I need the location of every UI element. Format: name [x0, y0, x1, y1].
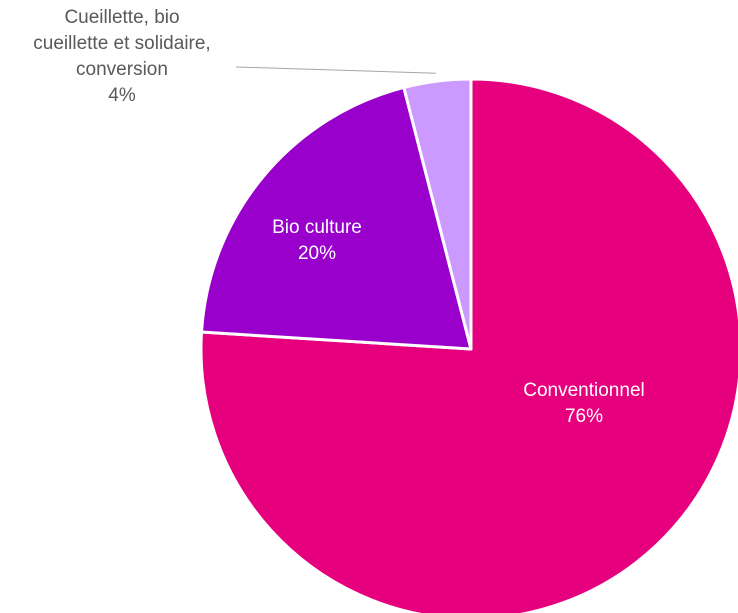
data-label-category: Cueillette, bio: [64, 7, 179, 28]
data-label-category: Bio culture: [272, 217, 362, 238]
data-label-percent: 76%: [565, 406, 603, 427]
pie-slices: [199, 77, 738, 613]
slice-cueillette: [402, 77, 473, 351]
data-label-category: cueillette et solidaire,: [33, 33, 210, 54]
slice-bio-culture: [200, 85, 473, 351]
data-label-percent: 20%: [298, 243, 336, 264]
data-label-percent: 4%: [108, 85, 136, 106]
leader-line-cueillette: [235, 66, 437, 74]
label-cueillette: Cueillette, bio cueillette et solidaire, c…: [33, 7, 210, 106]
slice-conventionnel: [199, 77, 738, 613]
data-label-category: conversion: [76, 59, 168, 80]
data-labels: Conventionnel 76% Bio culture 20% Cueillette…: [33, 7, 644, 427]
label-bio-culture: Bio culture 20%: [272, 217, 362, 264]
label-conventionnel: Conventionnel 76%: [523, 380, 644, 427]
data-label-category: Conventionnel: [523, 380, 644, 401]
